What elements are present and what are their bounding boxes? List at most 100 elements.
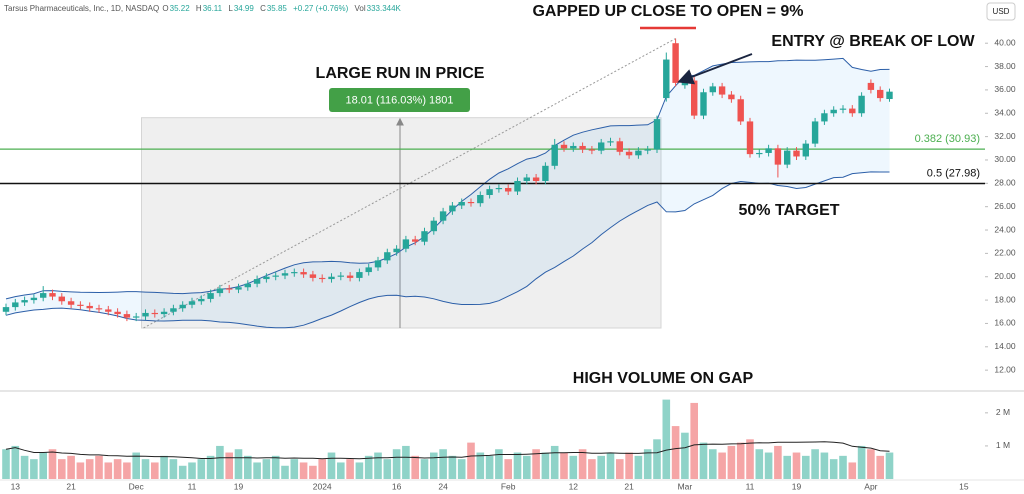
candle-body bbox=[849, 108, 856, 114]
volume-bar bbox=[439, 449, 447, 479]
y-tick-label: 26.00 bbox=[994, 201, 1016, 211]
candle-body bbox=[663, 59, 670, 99]
candle-body bbox=[858, 95, 865, 114]
x-tick-label: Dec bbox=[129, 481, 145, 491]
volume-bar bbox=[616, 459, 624, 479]
volume-bar bbox=[746, 439, 754, 479]
candle-body bbox=[356, 272, 363, 278]
volume-bar bbox=[364, 455, 373, 479]
volume-bar bbox=[420, 459, 429, 479]
candle-body bbox=[123, 314, 131, 318]
candle-body bbox=[272, 275, 279, 277]
entry-annotation: ENTRY @ BREAK OF LOW bbox=[771, 33, 975, 50]
x-tick-label: 24 bbox=[438, 481, 448, 491]
volume-bar bbox=[606, 452, 615, 479]
x-tick-label: 13 bbox=[11, 481, 21, 491]
candle-body bbox=[49, 293, 56, 297]
volume-bar bbox=[160, 455, 168, 479]
volume-bar bbox=[262, 459, 271, 479]
y-tick-label: 18.00 bbox=[994, 294, 1016, 304]
currency-box[interactable] bbox=[986, 2, 1016, 21]
candle-body bbox=[253, 279, 261, 284]
volume-bar bbox=[709, 449, 717, 479]
candle-body bbox=[207, 293, 214, 299]
candle-body bbox=[542, 165, 549, 181]
candle-body bbox=[644, 149, 651, 151]
candle-body bbox=[291, 272, 298, 274]
volume-bar bbox=[104, 462, 113, 479]
volume-bar bbox=[541, 452, 550, 479]
volume-bar bbox=[95, 455, 103, 479]
volume-bar bbox=[755, 449, 764, 479]
candle-body bbox=[300, 272, 307, 275]
candle-body bbox=[514, 180, 521, 192]
candle-body bbox=[188, 301, 196, 305]
volume-bar bbox=[829, 459, 838, 479]
volume-bar bbox=[39, 452, 47, 479]
volume-bar bbox=[188, 462, 196, 479]
candle-body bbox=[560, 144, 568, 149]
candle-body bbox=[653, 119, 661, 150]
fib-label: 0.5 (27.98) bbox=[927, 167, 980, 179]
x-tick-label: 19 bbox=[792, 481, 802, 491]
volume-bar bbox=[346, 459, 354, 479]
open-value: 35.22 bbox=[169, 4, 190, 13]
close-value: 35.85 bbox=[266, 4, 287, 13]
candle-body bbox=[691, 80, 698, 116]
volume-average bbox=[5, 441, 890, 460]
volume-bar bbox=[476, 452, 485, 479]
candle-body bbox=[21, 300, 28, 303]
candle-body bbox=[244, 283, 251, 288]
trend-line bbox=[143, 38, 676, 329]
candle-body bbox=[495, 187, 503, 190]
volume-bar bbox=[355, 462, 364, 479]
volume-bar bbox=[560, 452, 568, 479]
candle-body bbox=[142, 312, 149, 317]
fib-label: 0.382 (30.93) bbox=[915, 133, 980, 145]
candle-body bbox=[449, 205, 456, 212]
candle-body bbox=[737, 99, 744, 122]
candle-body bbox=[598, 142, 605, 151]
volume-tick-label: 2 M bbox=[996, 407, 1010, 417]
candle-body bbox=[784, 150, 791, 165]
x-tick-label: 11 bbox=[746, 481, 755, 491]
volume-bar bbox=[113, 459, 122, 479]
candle-body bbox=[505, 187, 512, 192]
volume-bar bbox=[123, 462, 131, 479]
run-annotation: LARGE RUN IN PRICE bbox=[316, 65, 485, 82]
volume-bar bbox=[764, 452, 773, 479]
currency[interactable]: USD bbox=[993, 7, 1010, 16]
candle-body bbox=[263, 276, 270, 280]
candle-body bbox=[467, 202, 475, 204]
volume-bar bbox=[76, 462, 85, 479]
volume-bar bbox=[523, 455, 531, 479]
volume-bar bbox=[550, 445, 559, 479]
volume-tick-label: 1 M bbox=[996, 440, 1010, 450]
candle-body bbox=[198, 298, 205, 302]
y-tick-label: 20.00 bbox=[994, 271, 1016, 281]
candle-body bbox=[95, 308, 103, 310]
volume-bar bbox=[653, 439, 661, 479]
volume-bar bbox=[448, 455, 457, 479]
candle-body bbox=[709, 86, 716, 93]
candle-body bbox=[765, 148, 772, 153]
target-annotation: 50% TARGET bbox=[738, 202, 839, 219]
x-tick-label: 15 bbox=[959, 481, 969, 491]
candle-body bbox=[700, 92, 707, 116]
candle-body bbox=[811, 121, 819, 144]
candle-body bbox=[839, 108, 847, 110]
volume-bar bbox=[690, 402, 698, 479]
y-tick-label: 22.00 bbox=[994, 248, 1016, 258]
volume-bar bbox=[290, 459, 299, 479]
volume-bar bbox=[513, 452, 522, 479]
volume-bar bbox=[634, 455, 643, 479]
candle-body bbox=[226, 288, 233, 290]
y-tick-label: 34.00 bbox=[994, 108, 1016, 118]
volume-bar bbox=[885, 452, 894, 479]
volume-bar bbox=[85, 459, 94, 479]
x-tick-label: Mar bbox=[678, 481, 693, 491]
candle-body bbox=[281, 273, 289, 276]
candle-body bbox=[58, 296, 65, 302]
volume-bar bbox=[681, 432, 689, 479]
